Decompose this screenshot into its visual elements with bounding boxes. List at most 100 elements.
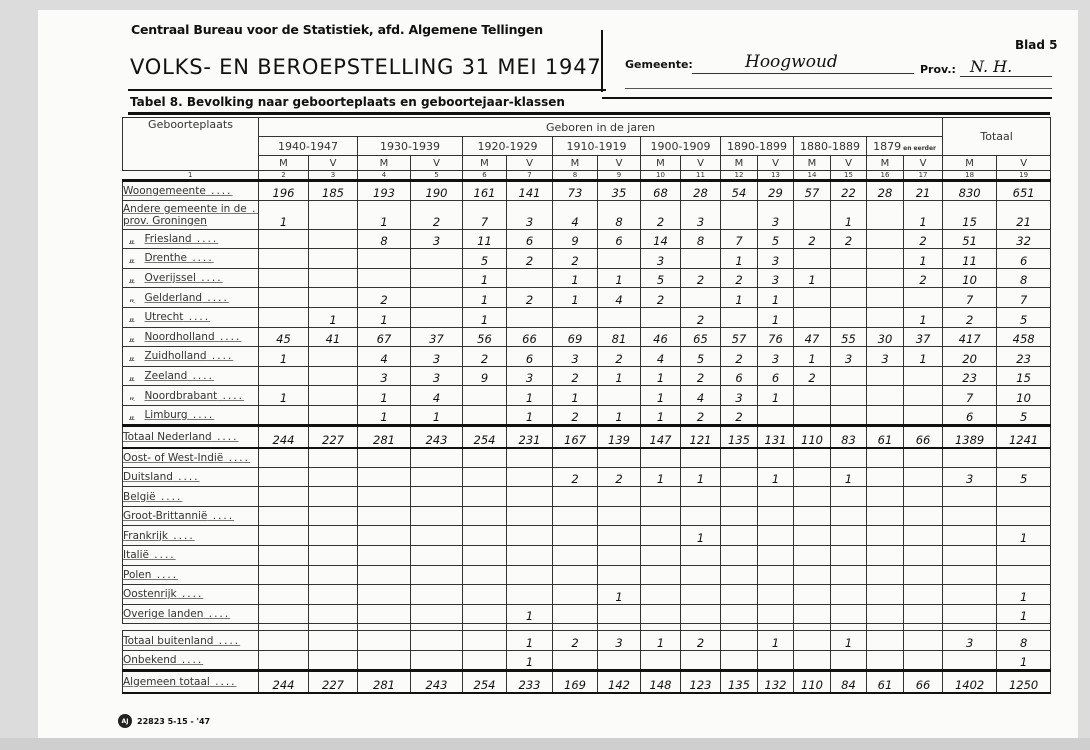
divider bbox=[128, 89, 606, 91]
leader-dots: .... bbox=[186, 252, 214, 265]
value-cell: 7 bbox=[942, 287, 998, 308]
value-cell bbox=[757, 545, 794, 566]
column-number: 18 bbox=[942, 170, 998, 181]
row-label: „ Noordholland .... bbox=[122, 326, 259, 348]
period-label: 1940-1947 bbox=[278, 139, 338, 153]
value-cell bbox=[942, 505, 998, 527]
row-label: Duitsland .... bbox=[122, 466, 259, 488]
value-cell: 7 bbox=[720, 228, 758, 250]
value-cell bbox=[866, 525, 904, 546]
value-cell: 56 bbox=[462, 326, 507, 348]
row-label: „ Limburg .... bbox=[122, 404, 259, 426]
column-number: 3 bbox=[308, 170, 358, 181]
value-cell bbox=[902, 447, 944, 468]
value-cell: 5 bbox=[996, 466, 1052, 488]
value-cell: 51 bbox=[942, 228, 998, 250]
column-number: 6 bbox=[462, 170, 507, 181]
value-cell: 1 bbox=[258, 199, 309, 230]
value-cell bbox=[258, 486, 309, 507]
value-cell bbox=[552, 306, 598, 328]
value-cell: 169 bbox=[552, 668, 598, 694]
empty-cell bbox=[757, 623, 794, 632]
divider bbox=[625, 88, 1052, 89]
value-cell: 1 bbox=[258, 385, 309, 406]
empty-cell bbox=[122, 623, 259, 632]
value-cell bbox=[552, 447, 598, 468]
value-cell: 1 bbox=[720, 248, 758, 269]
value-cell: 1241 bbox=[996, 423, 1052, 449]
value-cell bbox=[462, 486, 507, 507]
born-header: Geboren in de jaren bbox=[257, 117, 944, 137]
value-cell bbox=[258, 466, 309, 488]
leader-dots: .... bbox=[187, 408, 215, 421]
value-cell bbox=[308, 228, 358, 250]
value-cell: 1 bbox=[506, 385, 553, 406]
leader-dots: .... bbox=[148, 549, 176, 562]
period-label: 1930-1939 bbox=[380, 139, 440, 153]
value-cell: 1 bbox=[902, 346, 944, 367]
column-number: 8 bbox=[552, 170, 598, 181]
scan-edge bbox=[0, 738, 1090, 750]
form-code: 22823 5-15 - '47 bbox=[137, 716, 211, 726]
value-cell: 1 bbox=[640, 466, 681, 488]
empty-cell bbox=[506, 623, 553, 632]
value-cell bbox=[258, 306, 309, 328]
value-cell: 61 bbox=[866, 668, 904, 694]
value-cell: 2 bbox=[720, 346, 758, 367]
period-header: 1910-1919 bbox=[552, 136, 641, 156]
value-cell bbox=[830, 385, 867, 406]
value-cell bbox=[866, 486, 904, 507]
value-cell: 46 bbox=[640, 326, 681, 348]
value-cell: 2 bbox=[680, 306, 721, 328]
leader-dots: .... bbox=[217, 389, 244, 402]
value-cell bbox=[258, 584, 309, 605]
ditto-mark: „ bbox=[129, 232, 135, 245]
value-cell: 1 bbox=[757, 630, 794, 651]
value-cell: 2 bbox=[680, 267, 721, 289]
value-cell: 185 bbox=[308, 180, 358, 201]
value-cell bbox=[996, 545, 1052, 566]
value-cell bbox=[506, 466, 553, 488]
value-cell bbox=[902, 385, 944, 406]
value-cell bbox=[866, 584, 904, 605]
value-cell: 6 bbox=[942, 404, 998, 426]
period-header: 1900-1909 bbox=[640, 136, 721, 156]
value-cell: 1 bbox=[996, 603, 1052, 625]
value-cell bbox=[258, 267, 309, 289]
ditto-mark: „ bbox=[129, 370, 135, 383]
table-row: „ Drenthe .... 5 2 2 3 1 3 1 11 6 bbox=[122, 248, 1052, 269]
value-cell: 123 bbox=[680, 668, 721, 694]
male-header: M bbox=[357, 155, 411, 171]
row-label-text-2: prov. Groningen bbox=[123, 214, 207, 227]
value-cell: 84 bbox=[830, 668, 867, 694]
place-header: Geboorteplaats bbox=[122, 117, 259, 171]
row-label: Overige landen .... bbox=[122, 603, 259, 625]
value-cell: 1402 bbox=[942, 668, 998, 694]
value-cell: 190 bbox=[410, 180, 463, 201]
value-cell: 2 bbox=[793, 365, 831, 387]
table-row: Andere gemeente in de .... prov. Groninge… bbox=[122, 199, 1052, 230]
value-cell: 15 bbox=[996, 365, 1052, 387]
row-label-text: Oostenrijk bbox=[123, 588, 177, 601]
value-cell bbox=[680, 584, 721, 605]
period-label: 1920-1929 bbox=[477, 139, 538, 153]
value-cell bbox=[902, 486, 944, 507]
value-cell bbox=[866, 603, 904, 625]
value-cell: 4 bbox=[357, 346, 411, 367]
value-cell bbox=[258, 525, 309, 546]
value-cell: 243 bbox=[410, 668, 463, 694]
value-cell bbox=[410, 525, 463, 546]
value-cell: 139 bbox=[597, 423, 641, 449]
value-cell bbox=[597, 486, 641, 507]
row-label: „ Gelderland .... bbox=[122, 287, 259, 308]
table-row: Frankrijk .... 1 1 bbox=[122, 525, 1052, 546]
period-label: 1880-1889 bbox=[800, 139, 860, 153]
value-cell bbox=[640, 447, 681, 468]
value-cell bbox=[902, 630, 944, 651]
value-cell bbox=[757, 584, 794, 605]
value-cell: 1 bbox=[462, 287, 507, 308]
value-cell: 6 bbox=[757, 365, 794, 387]
table-title: Tabel 8. Bevolking naar geboorteplaats e… bbox=[130, 95, 565, 109]
value-cell: 32 bbox=[996, 228, 1052, 250]
value-cell: 15 bbox=[942, 199, 998, 230]
